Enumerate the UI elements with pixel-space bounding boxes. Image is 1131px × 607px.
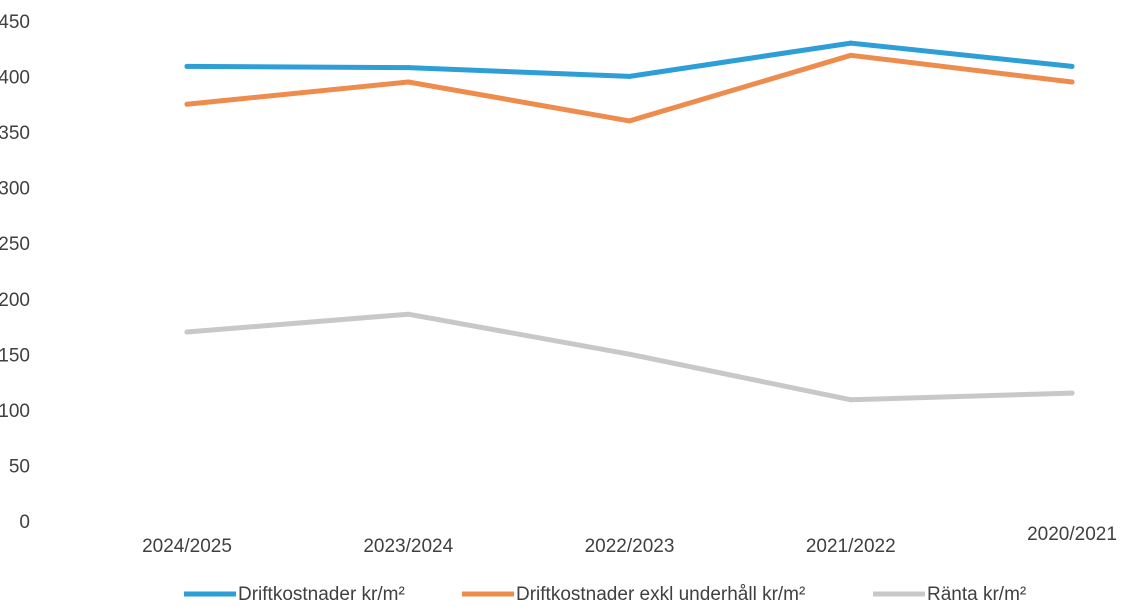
data-point xyxy=(627,351,632,357)
legend: Driftkostnader kr/m² Driftkostnader exkl … xyxy=(184,584,1026,605)
legend-label-2: Driftkostnader exkl underhåll kr/m² xyxy=(516,584,805,605)
y-tick-label: 300 xyxy=(0,179,30,200)
y-tick-label: 50 xyxy=(9,456,30,477)
data-point xyxy=(848,40,854,46)
data-point xyxy=(1069,63,1075,69)
y-tick-label: 150 xyxy=(0,345,30,366)
data-point xyxy=(627,73,632,79)
y-tick-label: 100 xyxy=(0,401,30,422)
y-tick-label: 0 xyxy=(19,512,30,533)
data-point xyxy=(405,311,411,317)
series-lines xyxy=(184,40,1075,403)
data-point xyxy=(1069,79,1075,85)
data-point xyxy=(184,329,190,335)
x-tick-label: 2021/2022 xyxy=(806,536,896,557)
data-point xyxy=(184,63,190,69)
x-axis: 2024/2025 2023/2024 2022/2023 2021/2022 2020… xyxy=(142,524,1117,557)
data-point xyxy=(848,52,854,58)
legend-label-1: Driftkostnader kr/m² xyxy=(238,584,405,605)
series-line-1 xyxy=(184,40,1075,79)
data-point xyxy=(848,397,854,403)
y-tick-label: 450 xyxy=(0,12,30,33)
x-tick-label: 2020/2021 xyxy=(1027,524,1117,545)
y-tick-label: 350 xyxy=(0,123,30,144)
y-tick-label: 400 xyxy=(0,68,30,89)
x-tick-label: 2022/2023 xyxy=(585,536,675,557)
y-tick-label: 200 xyxy=(0,290,30,311)
x-tick-label: 2024/2025 xyxy=(142,536,232,557)
y-axis: 0 50 100 150 200 250 300 350 400 450 xyxy=(0,12,30,533)
legend-label-3: Ränta kr/m² xyxy=(927,584,1026,605)
data-point xyxy=(1069,390,1075,396)
series-line-3 xyxy=(184,311,1075,403)
y-tick-label: 250 xyxy=(0,234,30,255)
data-point xyxy=(405,79,411,85)
data-point xyxy=(405,65,411,71)
data-point xyxy=(184,101,190,107)
data-point xyxy=(627,118,632,124)
x-tick-label: 2023/2024 xyxy=(363,536,453,557)
